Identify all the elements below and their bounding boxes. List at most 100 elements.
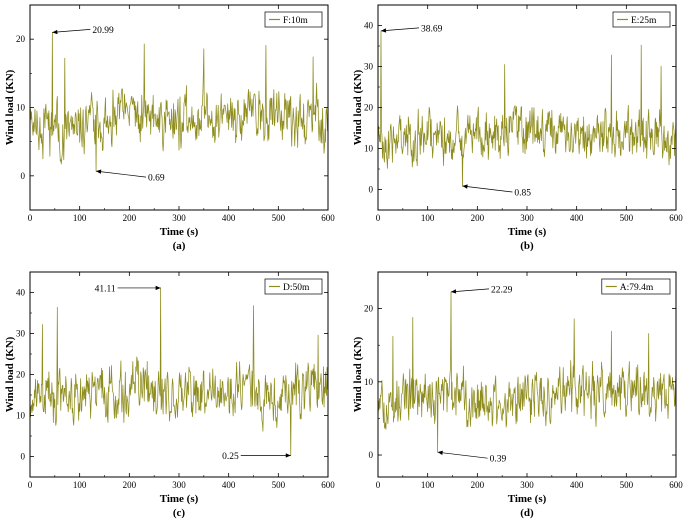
annotation-arrowhead — [285, 453, 291, 458]
series-line — [30, 32, 328, 172]
annotation-label: 0.39 — [490, 455, 507, 465]
x-tick-label: 200 — [123, 480, 137, 490]
annotation-leader — [437, 451, 488, 459]
x-tick-label: 100 — [73, 480, 87, 490]
x-axis-title: Time (s) — [508, 226, 547, 238]
x-axis-title: Time (s) — [160, 226, 199, 238]
panel-label: (b) — [520, 240, 534, 252]
x-tick-label: 0 — [376, 213, 381, 223]
y-axis-title: Wind load (KN) — [352, 336, 364, 412]
x-tick-label: 500 — [272, 480, 286, 490]
x-tick-label: 300 — [172, 480, 186, 490]
x-tick-label: 600 — [669, 213, 683, 223]
legend-box — [601, 278, 671, 295]
x-tick-label: 600 — [669, 480, 683, 490]
annotation-leader — [96, 170, 147, 178]
annotation-leader — [462, 185, 513, 193]
y-tick-label: 30 — [364, 62, 374, 72]
x-tick-label: 400 — [222, 480, 236, 490]
panel-label: (d) — [520, 507, 534, 519]
legend-label: A:79.4m — [620, 283, 654, 293]
annotation-arrowhead — [52, 29, 58, 35]
y-tick-label: 0 — [21, 171, 26, 181]
y-tick-label: 20 — [16, 370, 26, 380]
y-tick-label: 0 — [369, 450, 374, 460]
annotation-label: 20.99 — [92, 26, 114, 36]
legend-box — [264, 11, 323, 28]
chart-panel-2: 0 100 200 300 400 500 600 0 10 20 30 40 Time (s) Wind… — [352, 4, 683, 252]
y-tick-label: 40 — [16, 288, 26, 298]
annotation-arrowhead — [437, 450, 443, 455]
plot-frame — [29, 271, 329, 478]
annotation-label: 41.11 — [95, 284, 116, 294]
y-tick-label: 0 — [21, 452, 26, 462]
y-tick-label: 20 — [364, 103, 374, 113]
x-tick-label: 600 — [321, 480, 335, 490]
x-tick-label: 400 — [222, 213, 236, 223]
x-tick-label: 500 — [620, 213, 634, 223]
y-axis-title: Wind load (KN) — [352, 69, 364, 145]
annotation-arrowhead — [380, 28, 387, 33]
x-tick-label: 300 — [520, 480, 534, 490]
x-tick-label: 300 — [520, 213, 534, 223]
annotation-arrowhead — [96, 169, 102, 174]
legend-box — [264, 278, 323, 295]
legend-label: E:25m — [631, 16, 657, 26]
y-tick-label: 10 — [16, 103, 26, 113]
annotation-label: 0.25 — [222, 452, 239, 462]
x-tick-label: 0 — [28, 480, 33, 490]
legend-label: D:50m — [283, 283, 310, 293]
x-tick-label: 400 — [570, 480, 584, 490]
legend-box — [612, 11, 671, 28]
x-tick-label: 300 — [172, 213, 186, 223]
annotation-leader — [450, 288, 490, 293]
x-tick-label: 500 — [272, 213, 286, 223]
panel-label: (a) — [173, 240, 186, 252]
legend-label: F:10m — [283, 16, 308, 26]
x-axis-title: Time (s) — [508, 493, 547, 505]
x-tick-label: 600 — [321, 213, 335, 223]
chart-panel-1: 0 100 200 300 400 500 600 0 10 20 Time (s) Wind loa… — [4, 4, 335, 252]
x-tick-label: 0 — [376, 480, 381, 490]
annotation-label: 0.85 — [514, 189, 531, 199]
annotation-label: 0.69 — [148, 174, 165, 184]
chart-panel-3: 0 100 200 300 400 500 600 0 10 20 30 40 Time (s) Wind… — [4, 271, 335, 519]
y-tick-label: 10 — [364, 377, 374, 387]
x-tick-label: 100 — [421, 480, 435, 490]
x-tick-label: 0 — [28, 213, 33, 223]
y-tick-label: 20 — [16, 34, 26, 44]
annotation-label: 22.29 — [491, 285, 513, 295]
annotation-arrowhead — [462, 184, 468, 189]
plot-frame — [377, 4, 677, 211]
panel-label: (c) — [173, 507, 186, 519]
y-axis-title: Wind load (KN) — [4, 69, 16, 145]
plot-frame — [29, 4, 329, 211]
annotation-arrowhead — [451, 289, 457, 294]
series-line — [378, 291, 676, 453]
annotation-label: 38.69 — [421, 24, 443, 34]
annotation-leader — [52, 29, 91, 33]
series-line — [378, 30, 676, 187]
y-tick-label: 10 — [364, 144, 374, 154]
x-tick-label: 100 — [73, 213, 87, 223]
annotation-leader — [380, 27, 420, 32]
x-tick-label: 200 — [471, 480, 485, 490]
y-axis-title: Wind load (KN) — [4, 336, 16, 412]
annotation-arrowhead — [155, 285, 161, 291]
y-tick-label: 0 — [369, 185, 374, 195]
chart-panel-4: 0 100 200 300 400 500 600 0 10 20 Time (s) Wind loa… — [352, 271, 683, 519]
y-tick-label: 20 — [364, 304, 374, 314]
series-line — [30, 287, 328, 456]
y-tick-label: 30 — [16, 329, 26, 339]
plot-frame — [377, 271, 677, 478]
y-tick-label: 10 — [16, 411, 26, 421]
x-axis-title: Time (s) — [160, 493, 199, 505]
x-tick-label: 500 — [620, 480, 634, 490]
x-tick-label: 200 — [471, 213, 485, 223]
x-tick-label: 400 — [570, 213, 584, 223]
x-tick-label: 100 — [421, 213, 435, 223]
y-tick-label: 40 — [364, 21, 374, 31]
x-tick-label: 200 — [123, 213, 137, 223]
